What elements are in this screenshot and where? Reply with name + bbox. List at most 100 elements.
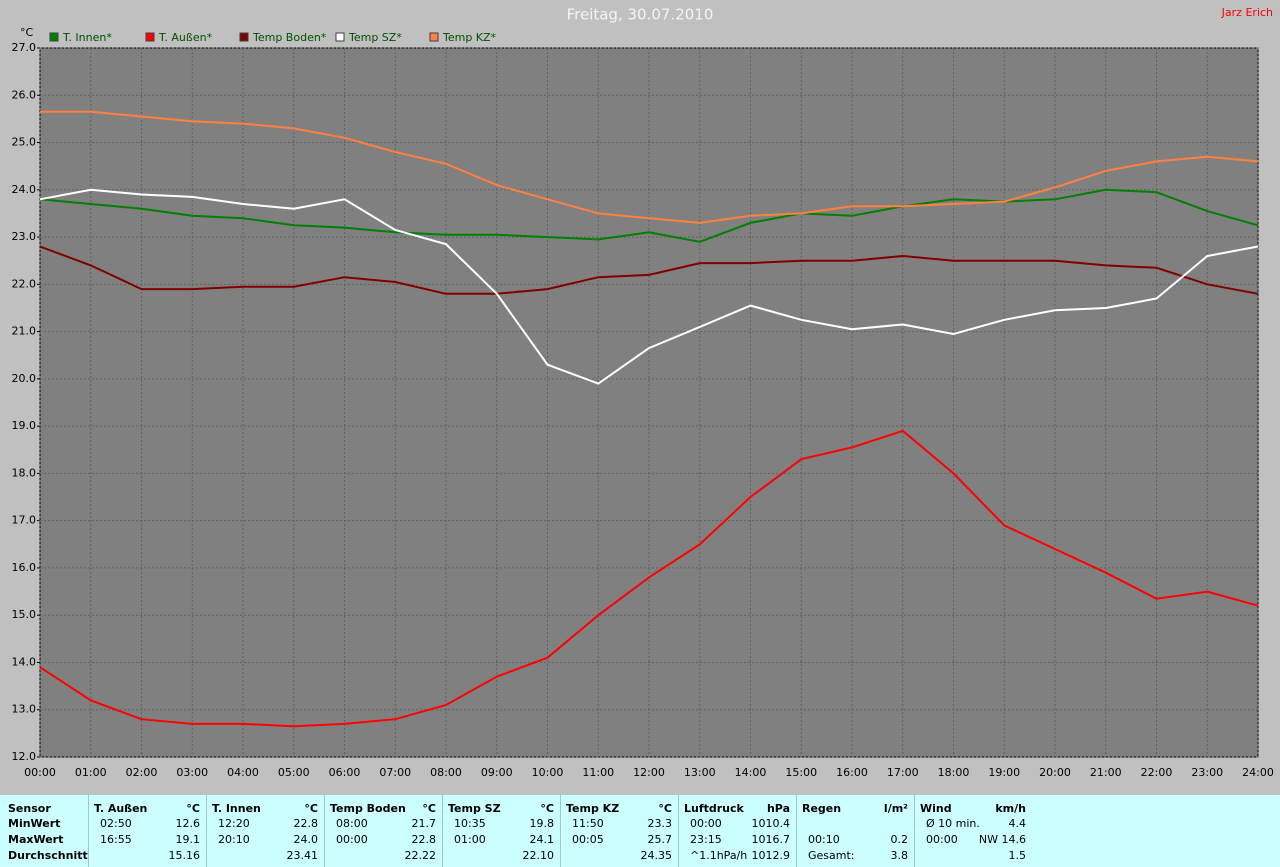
- legend-label: T. Außen*: [158, 31, 213, 44]
- chart: Freitag, 30.07.2010 Jarz Erich °C 12.0 13…: [12, 6, 1274, 780]
- y-tick-label: 12.0: [12, 750, 37, 763]
- column-unit: hPa: [766, 802, 790, 815]
- summary-table: Sensor MinWert MaxWert Durchschnitt T. Außen…: [0, 795, 1280, 867]
- x-tick-label: 24:00: [1242, 766, 1274, 779]
- series-line: [39, 188, 1259, 243]
- column-separator: [88, 795, 89, 867]
- column-header: Regen: [802, 802, 842, 815]
- series-line: [39, 245, 1259, 295]
- row-label: MaxWert: [8, 833, 64, 846]
- x-tick-label: 08:00: [430, 766, 462, 779]
- row-label: MinWert: [8, 817, 61, 830]
- x-tick-label: 23:00: [1191, 766, 1223, 779]
- cell-label: 02:50: [100, 817, 132, 830]
- column-unit: °C: [186, 802, 200, 815]
- cell-label: 16:55: [100, 833, 132, 846]
- y-tick-label: 14.0: [12, 655, 37, 668]
- cell-value: 22.8: [411, 833, 437, 846]
- cell-value: 25.7: [647, 833, 673, 846]
- row-label: Durchschnitt: [8, 849, 88, 862]
- x-tick-label: 19:00: [988, 766, 1020, 779]
- cell-value: 24.0: [293, 833, 319, 846]
- x-tick-label: 15:00: [785, 766, 817, 779]
- column-separator: [796, 795, 797, 867]
- cell-value: 22.8: [293, 817, 319, 830]
- y-tick-label: 17.0: [12, 514, 37, 527]
- legend-swatch: [429, 32, 439, 42]
- x-tick-label: 14:00: [735, 766, 767, 779]
- cell-value: 3.8: [890, 849, 909, 862]
- y-tick-label: 21.0: [12, 325, 37, 338]
- cell-label: Ø 10 min.: [926, 817, 980, 830]
- column-header: T. Außen: [94, 802, 148, 815]
- cell-value: 1010.4: [751, 817, 791, 830]
- row-label: Sensor: [8, 802, 51, 815]
- y-tick-label: 13.0: [12, 703, 37, 716]
- y-tick-label: 24.0: [12, 183, 37, 196]
- cell-value: 1016.7: [751, 833, 791, 846]
- column-header: Temp SZ: [448, 802, 501, 815]
- x-tick-label: 05:00: [278, 766, 310, 779]
- x-tick-label: 02:00: [126, 766, 158, 779]
- cell-value: 1.5: [1008, 849, 1027, 862]
- legend-swatch: [145, 32, 155, 42]
- series-line: [39, 188, 1259, 385]
- y-tick-label: 19.0: [12, 419, 37, 432]
- cell-value: 15.16: [168, 849, 201, 862]
- column-unit: °C: [422, 802, 436, 815]
- cell-label: Gesamt:: [808, 849, 855, 862]
- y-tick-label: 23.0: [12, 230, 37, 243]
- legend-swatch: [335, 32, 345, 42]
- x-tick-label: 10:00: [532, 766, 564, 779]
- y-tick-label: 26.0: [12, 88, 37, 101]
- column-unit: km/h: [995, 802, 1026, 815]
- x-tick-label: 22:00: [1141, 766, 1173, 779]
- cell-value: 12.6: [175, 817, 201, 830]
- series-line: [40, 110, 1259, 224]
- y-tick-label: 18.0: [12, 466, 37, 479]
- column-unit: °C: [540, 802, 554, 815]
- author: Jarz Erich: [1221, 6, 1273, 19]
- cell-value: 24.1: [529, 833, 555, 846]
- cell-value: 22.22: [404, 849, 437, 862]
- cell-label: 00:00: [926, 833, 958, 846]
- y-unit: °C: [20, 26, 34, 39]
- chart-title: Freitag, 30.07.2010: [567, 6, 714, 24]
- x-tick-label: 11:00: [582, 766, 614, 779]
- y-tick-label: 16.0: [12, 561, 37, 574]
- column-header: Temp KZ: [566, 802, 620, 815]
- cell-value: NW 14.6: [978, 833, 1026, 846]
- legend-label: Temp SZ*: [348, 31, 402, 44]
- cell-value: 23.3: [647, 817, 673, 830]
- cell-label: 00:05: [572, 833, 604, 846]
- x-tick-label: 07:00: [379, 766, 411, 779]
- x-tick-label: 17:00: [887, 766, 919, 779]
- cell-label: 10:35: [454, 817, 486, 830]
- column-unit: °C: [658, 802, 672, 815]
- cell-label: 11:50: [572, 817, 604, 830]
- x-tick-label: 04:00: [227, 766, 259, 779]
- cell-label: 20:10: [218, 833, 250, 846]
- x-tick-label: 16:00: [836, 766, 868, 779]
- legend-label: Temp Boden*: [252, 31, 327, 44]
- x-tick-label: 00:00: [24, 766, 56, 779]
- legend-swatch: [239, 32, 249, 42]
- cell-label: ^1.1hPa/h: [690, 849, 748, 862]
- y-tick-label: 22.0: [12, 277, 37, 290]
- x-tick-label: 12:00: [633, 766, 665, 779]
- cell-value: 19.1: [175, 833, 201, 846]
- x-tick-label: 20:00: [1039, 766, 1071, 779]
- cell-value: 1012.9: [751, 849, 791, 862]
- column-header: Temp Boden: [330, 802, 406, 815]
- x-tick-label: 03:00: [176, 766, 208, 779]
- cell-value: 24.35: [640, 849, 673, 862]
- y-tick-label: 15.0: [12, 608, 37, 621]
- x-tick-label: 06:00: [329, 766, 361, 779]
- column-unit: °C: [304, 802, 318, 815]
- cell-label: 00:00: [690, 817, 722, 830]
- y-tick-label: 20.0: [12, 372, 37, 385]
- cell-value: 19.8: [529, 817, 555, 830]
- x-tick-label: 09:00: [481, 766, 513, 779]
- y-tick-label: 27.0: [12, 41, 37, 54]
